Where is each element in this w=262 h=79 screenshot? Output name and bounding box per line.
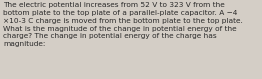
Text: The electric potential increases from 52 V to 323 V from the
bottom plate to the: The electric potential increases from 52… bbox=[3, 2, 243, 47]
